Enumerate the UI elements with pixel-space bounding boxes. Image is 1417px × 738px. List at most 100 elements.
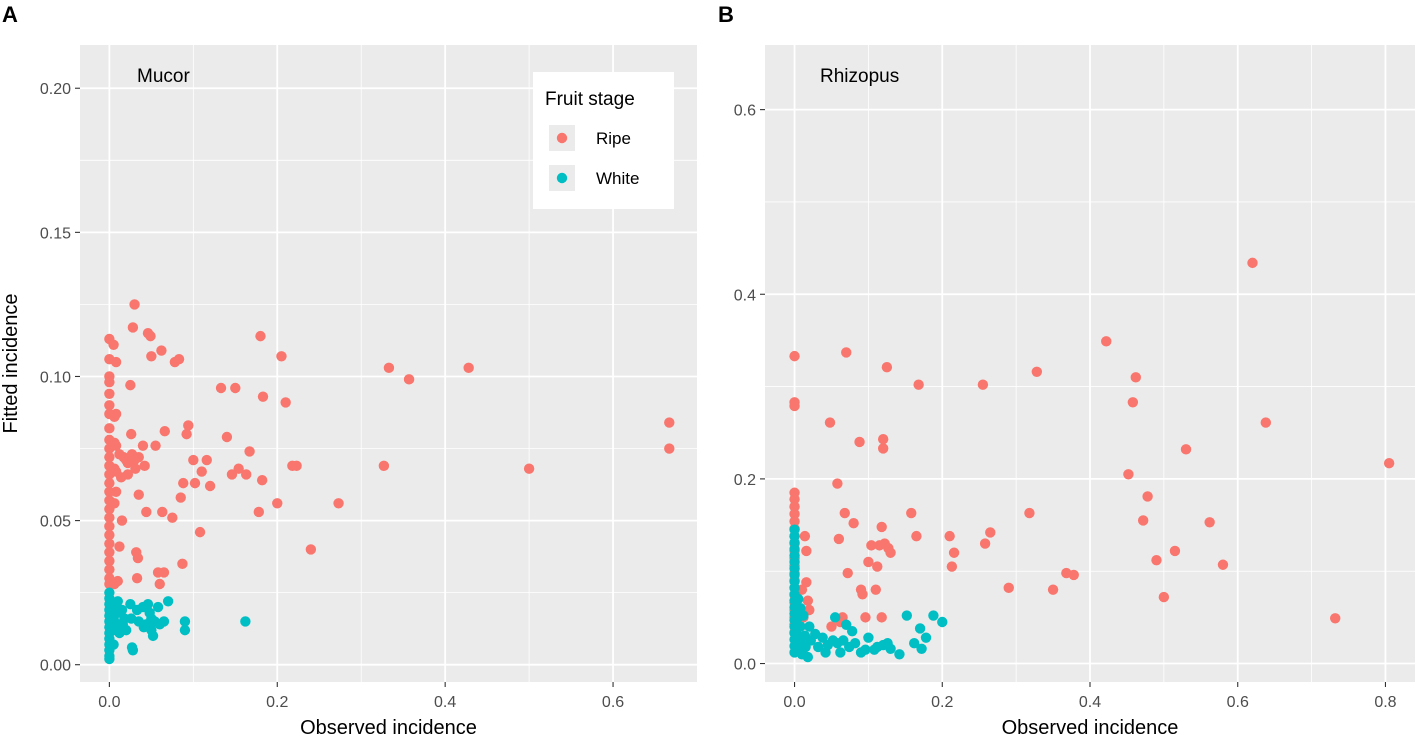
point-ripe (832, 478, 843, 489)
point-white (860, 644, 871, 655)
x-tick-label: 0.8 (1374, 694, 1396, 711)
panel-a-points (104, 299, 675, 665)
series-white (789, 524, 948, 663)
point-ripe (789, 400, 800, 412)
point-white (127, 645, 139, 656)
point-ripe (167, 512, 178, 523)
point-ripe (378, 460, 390, 472)
point-white (793, 593, 804, 605)
point-white (804, 621, 815, 632)
point-white (894, 649, 905, 660)
point-ripe (1130, 372, 1141, 383)
y-tick-label: 0.2 (734, 472, 756, 489)
point-ripe (145, 330, 156, 342)
point-ripe (824, 417, 836, 428)
point-ripe (114, 541, 125, 552)
point-ripe (110, 408, 122, 420)
point-ripe (183, 420, 194, 431)
x-tick-label: 0.2 (266, 694, 288, 711)
point-ripe (876, 521, 887, 533)
point-ripe (112, 575, 123, 587)
point-white (798, 610, 809, 621)
point-ripe (280, 397, 291, 408)
point-white (885, 643, 896, 654)
point-ripe (104, 547, 115, 558)
point-ripe (104, 538, 115, 549)
point-white (909, 638, 920, 649)
x-tick-label: 0.0 (98, 694, 120, 711)
y-tick-label: 0.6 (734, 103, 756, 120)
point-ripe (1169, 545, 1181, 557)
panel-b-points (789, 257, 1395, 663)
point-ripe (789, 501, 800, 512)
point-ripe (305, 544, 317, 555)
panel-a-tag: A (2, 2, 18, 27)
point-white (179, 624, 191, 636)
panel-b-grid (765, 45, 1415, 682)
panel-a-ticks: 0.0 0.2 0.4 0.6 0.00 0.05 0.10 0.15 0.20 (40, 81, 624, 711)
point-ripe (841, 347, 852, 358)
point-white (920, 632, 932, 643)
point-ripe (1101, 336, 1112, 347)
y-tick-label: 0.4 (734, 287, 756, 304)
point-ripe (877, 443, 889, 454)
x-tick-label: 0.0 (783, 694, 805, 711)
point-white (179, 616, 191, 627)
point-ripe (1204, 517, 1215, 528)
point-white (901, 610, 913, 621)
y-tick-label: 0.20 (40, 81, 71, 98)
point-ripe (863, 556, 874, 568)
point-ripe (127, 322, 139, 333)
point-white (914, 623, 926, 634)
point-ripe (1260, 417, 1271, 428)
point-white (835, 647, 846, 658)
point-ripe (885, 547, 896, 558)
point-ripe (944, 530, 955, 542)
point-ripe (110, 486, 122, 497)
point-white (108, 639, 119, 650)
panel-b-annotation: Rhizopus (820, 66, 899, 87)
point-white (116, 604, 128, 616)
point-ripe (801, 545, 812, 557)
point-white (158, 616, 170, 627)
point-ripe (833, 533, 845, 545)
point-ripe (1247, 257, 1258, 269)
point-ripe (104, 521, 115, 532)
point-ripe (1330, 613, 1341, 624)
point-ripe (276, 351, 287, 362)
point-ripe (826, 621, 837, 632)
x-tick-label: 0.4 (434, 694, 456, 711)
legend-dot-ripe (556, 132, 568, 144)
point-ripe (257, 391, 269, 402)
point-ripe (1180, 444, 1192, 455)
point-ripe (789, 516, 800, 527)
point-ripe (664, 443, 675, 454)
point-ripe (789, 494, 800, 505)
panel-b-ticks: 0.0 0.2 0.4 0.6 0.8 0.0 0.2 0.4 0.6 (734, 103, 1397, 711)
point-ripe (130, 463, 141, 474)
point-ripe (463, 362, 474, 374)
point-ripe (194, 526, 206, 538)
point-ripe (116, 515, 128, 526)
point-ripe (789, 508, 800, 520)
point-white (162, 596, 174, 607)
point-ripe (133, 489, 144, 500)
point-ripe (177, 558, 188, 570)
legend-title: Fruit stage (545, 89, 635, 110)
point-ripe (253, 506, 265, 518)
y-tick-label: 0.0 (734, 657, 756, 674)
point-ripe (108, 339, 119, 350)
legend-item-ripe: Ripe (549, 125, 631, 151)
point-ripe (664, 417, 675, 428)
point-ripe (104, 477, 115, 489)
point-ripe (854, 436, 865, 448)
point-ripe (1003, 582, 1014, 594)
point-ripe (870, 584, 881, 595)
point-ripe (1068, 569, 1079, 581)
point-ripe (156, 345, 167, 356)
panel-a-annotation: Mucor (137, 66, 190, 87)
point-ripe (181, 428, 192, 440)
point-ripe (204, 480, 216, 492)
x-tick-label: 0.4 (1079, 694, 1101, 711)
